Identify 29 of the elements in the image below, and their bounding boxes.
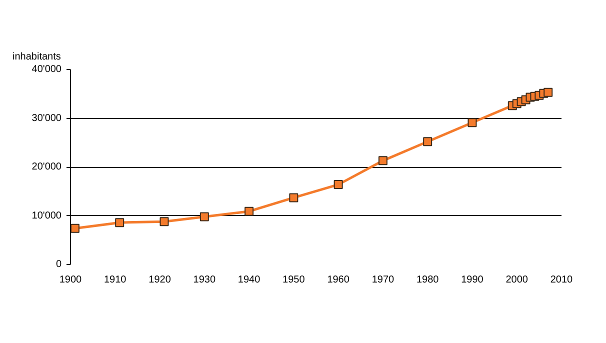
point [544,88,553,97]
x-tick-label: 1900 [59,274,82,286]
x-tick-label: 1970 [372,274,395,286]
x-tick-label: 1950 [282,274,306,286]
y-tick-label: 40'000 [32,64,62,75]
point [334,180,343,190]
point [244,206,254,216]
x-tick-label: 1940 [238,274,261,286]
x-tick-label: 1980 [416,274,440,286]
point [200,212,209,222]
y-tick-label: 20'000 [32,162,62,172]
x-tick-label: 2000 [506,274,528,286]
point [70,224,80,233]
point [423,137,432,146]
x-tick-label: 1910 [104,274,127,286]
x-tick-label: 2010 [550,274,574,286]
point [160,217,169,226]
x-tick-label: 1990 [461,274,484,286]
point [468,118,477,128]
y-tick-label: 0 [56,259,62,270]
x-tick-label: 1920 [148,274,172,286]
x-tick-label: 1930 [193,274,216,286]
y-axis-title: inhabitants [12,52,61,62]
y-tick-label: 10'000 [32,210,62,222]
point [289,193,298,202]
point [378,156,388,166]
point [115,218,124,228]
y-tick-label: 30'000 [32,112,62,124]
x-tick-label: 1960 [327,274,350,286]
